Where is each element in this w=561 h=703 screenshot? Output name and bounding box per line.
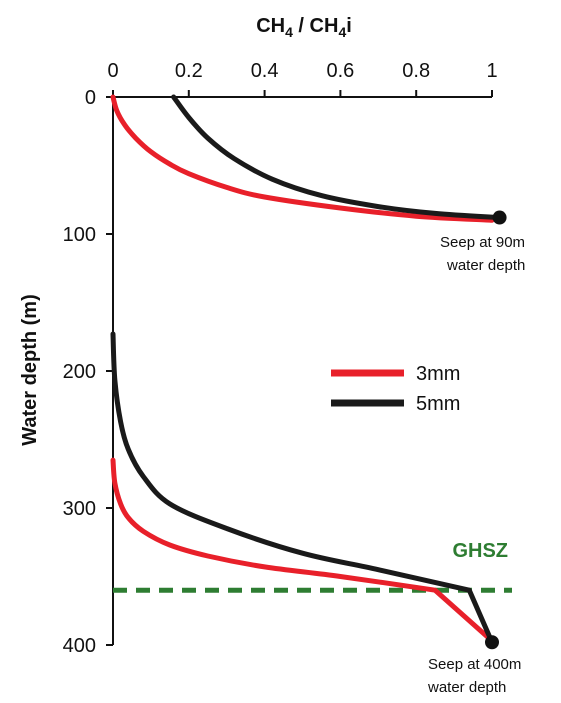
y-tick-labels: 0 100 200 300 400 (63, 87, 113, 657)
legend: 3mm 5mm (331, 363, 460, 415)
x-tick-labels: 0 0.2 0.4 0.6 0.8 1 (107, 60, 498, 97)
ghsz-label: GHSZ (452, 540, 508, 562)
x-tick-label: 0 (107, 60, 118, 82)
series-3mm-curve-shallow (110, 94, 495, 223)
legend-label-3mm: 3mm (416, 363, 460, 385)
seep-endpoint-dot (492, 210, 507, 225)
seep-400m-annotation-line2: water depth (427, 679, 506, 696)
x-axis-title: CH4 / CH4i (256, 15, 352, 40)
series-3mm-curve-deep (110, 457, 495, 644)
x-tick-label: 0.8 (402, 60, 430, 82)
y-tick-label: 100 (63, 224, 96, 246)
y-tick-label: 300 (63, 498, 96, 520)
y-tick-label: 200 (63, 361, 96, 383)
x-tick-label: 0.2 (175, 60, 203, 82)
reference-lines: GHSZ (113, 540, 512, 593)
x-tick-label: 0.6 (326, 60, 354, 82)
y-axis-title: Water depth (m) (19, 294, 41, 445)
series-5mm-curve-deep (110, 331, 495, 645)
seep-90m-annotation-line1: Seep at 90m (440, 234, 525, 251)
series-5mm-curve-shallow (171, 94, 503, 221)
y-tick-label: 0 (85, 87, 96, 109)
seep-400m-annotation-line1: Seep at 400m (428, 656, 521, 673)
series (110, 94, 503, 645)
seep-endpoint-dot (485, 635, 499, 650)
y-tick-label: 400 (63, 635, 96, 657)
legend-label-5mm: 5mm (416, 393, 460, 415)
x-tick-label: 0.4 (251, 60, 279, 82)
seep-90m-annotation-line2: water depth (446, 257, 525, 274)
annotations: Seep at 90m water depth Seep at 400m wat… (427, 234, 525, 696)
x-tick-label: 1 (486, 60, 497, 82)
seep-endpoints (485, 210, 507, 650)
